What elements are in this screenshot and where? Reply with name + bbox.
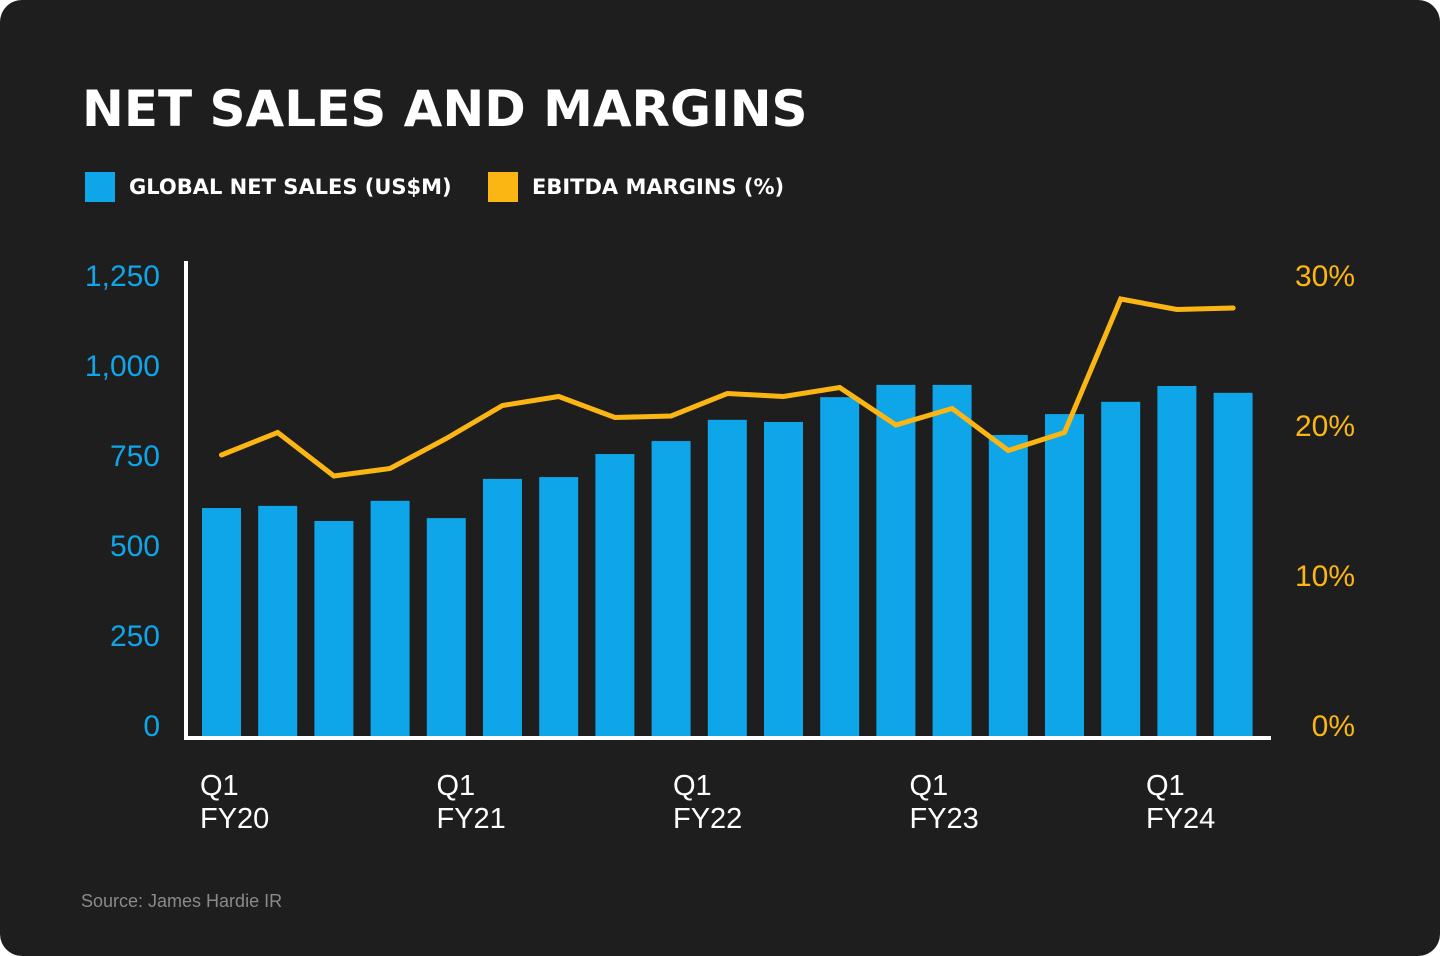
right-axis-tick-label: 10% (1295, 560, 1355, 593)
legend-swatch-margins (488, 172, 518, 202)
sales-bar (258, 505, 298, 737)
x-axis-tick-label-year: FY21 (437, 803, 506, 835)
x-axis-tick-label-quarter: Q1 (673, 770, 712, 802)
sales-bar (932, 384, 972, 737)
legend-item-sales: GLOBAL NET SALES (US$M) (85, 172, 452, 202)
sales-bar (988, 434, 1028, 737)
sales-bar (202, 508, 241, 737)
x-axis-tick-label-year: FY23 (910, 803, 979, 835)
x-axis-tick-label-quarter: Q1 (1146, 770, 1185, 802)
sales-bar (539, 477, 579, 737)
right-axis-tick-label: 0% (1312, 710, 1355, 743)
sales-bar (595, 454, 635, 737)
x-axis-tick-label-quarter: Q1 (437, 770, 476, 802)
sales-bar (707, 419, 747, 737)
left-axis-tick-label: 1,250 (85, 260, 160, 293)
sales-bar (876, 384, 916, 737)
x-axis-tick-label-quarter: Q1 (200, 770, 239, 802)
sales-bar (820, 397, 860, 737)
x-axis-tick-label-year: FY24 (1146, 803, 1215, 835)
right-axis-tick-label: 20% (1295, 410, 1355, 443)
x-axis-tick-label-quarter: Q1 (910, 770, 949, 802)
chart-title: NET SALES AND MARGINS (82, 80, 808, 138)
legend-label-margins: EBITDA MARGINS (%) (532, 175, 785, 199)
source-note: Source: James Hardie IR (81, 891, 283, 911)
sales-bar (764, 422, 803, 737)
sales-bar (370, 500, 410, 737)
left-axis-tick-label: 250 (110, 620, 160, 653)
sales-bar (1157, 386, 1197, 737)
sales-bar (1213, 392, 1253, 737)
sales-bar (483, 478, 522, 737)
right-axis-tick-label: 30% (1295, 260, 1355, 293)
sales-bar (651, 441, 691, 737)
legend-swatch-sales (85, 172, 115, 202)
left-axis-tick-label: 500 (110, 530, 160, 563)
legend-item-margins: EBITDA MARGINS (%) (488, 172, 784, 202)
sales-bar (1101, 401, 1141, 737)
x-axis-tick-label-year: FY22 (673, 803, 742, 835)
legend-label-sales: GLOBAL NET SALES (US$M) (129, 175, 452, 199)
left-axis-tick-label: 0 (143, 710, 160, 743)
sales-bar (314, 521, 354, 737)
sales-bar (1045, 414, 1084, 737)
sales-bar (426, 518, 466, 737)
left-axis-tick-label: 1,000 (85, 350, 160, 383)
x-axis-tick-label-year: FY20 (200, 803, 269, 835)
left-axis-tick-label: 750 (110, 440, 160, 473)
